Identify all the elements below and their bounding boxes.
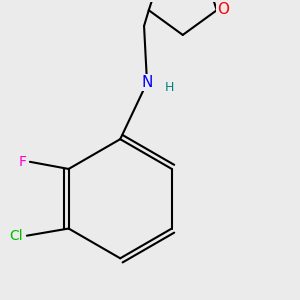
Text: F: F — [19, 155, 27, 169]
Text: Cl: Cl — [9, 229, 23, 243]
Text: N: N — [141, 75, 153, 90]
Text: O: O — [217, 2, 229, 16]
Text: H: H — [165, 81, 174, 94]
